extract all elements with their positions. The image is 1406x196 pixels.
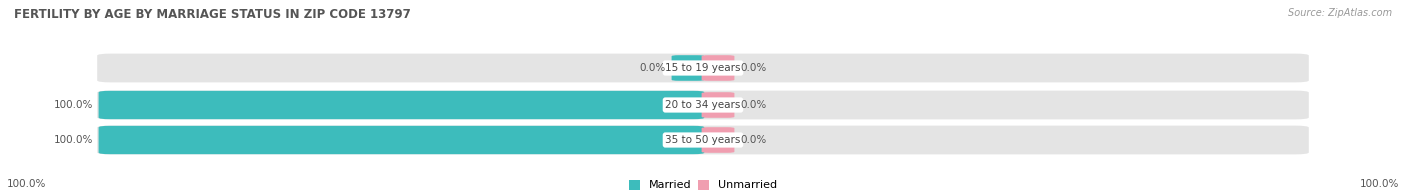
Legend: Married, Unmarried: Married, Unmarried — [630, 180, 776, 191]
Text: 0.0%: 0.0% — [740, 100, 766, 110]
FancyBboxPatch shape — [97, 91, 1309, 119]
Text: FERTILITY BY AGE BY MARRIAGE STATUS IN ZIP CODE 13797: FERTILITY BY AGE BY MARRIAGE STATUS IN Z… — [14, 8, 411, 21]
FancyBboxPatch shape — [97, 126, 1309, 154]
FancyBboxPatch shape — [98, 91, 704, 119]
Text: 100.0%: 100.0% — [7, 179, 46, 189]
Text: 0.0%: 0.0% — [740, 135, 766, 145]
FancyBboxPatch shape — [97, 54, 1309, 82]
FancyBboxPatch shape — [702, 55, 734, 81]
Text: 100.0%: 100.0% — [53, 100, 93, 110]
Text: 0.0%: 0.0% — [740, 63, 766, 73]
FancyBboxPatch shape — [702, 127, 734, 153]
Text: 20 to 34 years: 20 to 34 years — [665, 100, 741, 110]
FancyBboxPatch shape — [702, 92, 734, 118]
Text: 35 to 50 years: 35 to 50 years — [665, 135, 741, 145]
Text: Source: ZipAtlas.com: Source: ZipAtlas.com — [1288, 8, 1392, 18]
Text: 15 to 19 years: 15 to 19 years — [665, 63, 741, 73]
FancyBboxPatch shape — [98, 126, 704, 154]
Text: 100.0%: 100.0% — [53, 135, 93, 145]
Text: 100.0%: 100.0% — [1360, 179, 1399, 189]
FancyBboxPatch shape — [672, 55, 704, 81]
Text: 0.0%: 0.0% — [640, 63, 666, 73]
